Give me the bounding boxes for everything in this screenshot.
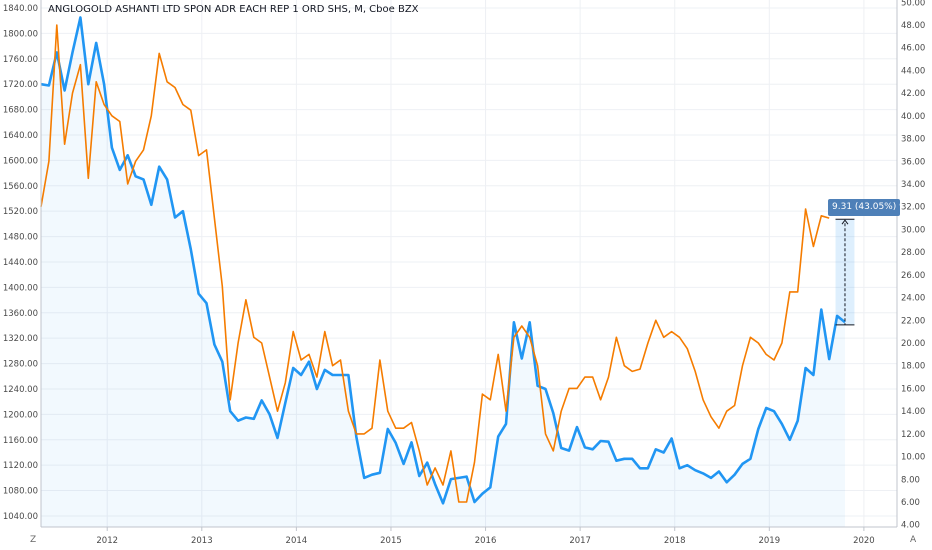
right-axis-tick-label: 8.00	[901, 475, 920, 485]
measure-arrow-icon	[841, 219, 849, 225]
left-axis-tick-label: 1360.00	[3, 309, 38, 319]
x-axis-tick-label: 2018	[664, 536, 686, 546]
right-axis-tick-label: 10.00	[901, 453, 925, 463]
right-axis-tick-label: 32.00	[901, 203, 925, 213]
right-axis-tick-label: 20.00	[901, 339, 925, 349]
right-axis-tick-label: 18.00	[901, 362, 925, 372]
left-axis-tick-label: 1240.00	[3, 385, 38, 395]
x-axis-tick-label: 2013	[191, 536, 213, 546]
measure-range-box	[835, 219, 855, 325]
right-axis-tick-label: 24.00	[901, 294, 925, 304]
x-axis-tick-label: 2012	[96, 536, 118, 546]
right-axis-tick-label: 42.00	[901, 89, 925, 99]
left-axis-tick-label: 1480.00	[3, 233, 38, 243]
right-axis-tick-label: 26.00	[901, 271, 925, 281]
x-axis-tick-label: 2020	[853, 536, 875, 546]
left-axis-tick-label: 1800.00	[3, 29, 38, 39]
right-axis-tick-label: 44.00	[901, 66, 925, 76]
x-axis-tick-label: 2017	[569, 536, 591, 546]
left-axis-tick-label: 1160.00	[3, 436, 38, 446]
series-line-right-axis[interactable]	[40, 24, 830, 503]
right-axis-tick-label: 50.00	[901, 0, 925, 8]
left-axis-tick-label: 1680.00	[3, 106, 38, 116]
left-axis-tick-label: 1840.00	[3, 4, 38, 14]
left-axis-tick-label: 1120.00	[3, 461, 38, 471]
right-axis-tick-label: 12.00	[901, 430, 925, 440]
left-axis-tick-label: 1640.00	[3, 131, 38, 141]
left-axis-tick-label: 1440.00	[3, 258, 38, 268]
right-axis-tick-label: 28.00	[901, 248, 925, 258]
chart-title: ANGLOGOLD ASHANTI LTD SPON ADR EACH REP …	[48, 4, 419, 15]
left-axis-tick-label: 1080.00	[3, 487, 38, 497]
left-axis-tick-label: 1560.00	[3, 182, 38, 192]
left-axis-tick-label: 1400.00	[3, 283, 38, 293]
right-axis-tick-label: 40.00	[901, 112, 925, 122]
right-axis-tick-label: 4.00	[901, 521, 920, 531]
left-axis-tick-label: 1760.00	[3, 55, 38, 65]
series-area-fill	[41, 17, 845, 527]
left-axis-tick-label: 1520.00	[3, 207, 38, 217]
x-axis-tick-label: 2014	[286, 536, 308, 546]
x-axis-tick-label: 2015	[380, 536, 402, 546]
auto-scale-button[interactable]: A	[910, 535, 917, 545]
right-axis-tick-label: 16.00	[901, 384, 925, 394]
x-axis-tick-label: 2019	[758, 536, 780, 546]
x-axis-tick-label: 2016	[475, 536, 497, 546]
right-axis-tick-label: 48.00	[901, 21, 925, 31]
measure-label: 9.31 (43.05%) 9	[828, 199, 900, 216]
right-axis-tick-label: 22.00	[901, 316, 925, 326]
left-axis-tick-label: 1320.00	[3, 334, 38, 344]
right-axis-tick-label: 6.00	[901, 498, 920, 508]
right-axis-tick-label: 46.00	[901, 44, 925, 54]
right-axis-tick-label: 34.00	[901, 180, 925, 190]
right-axis-tick-label: 14.00	[901, 407, 925, 417]
timezone-button[interactable]: Z	[30, 535, 37, 545]
left-axis-tick-label: 1720.00	[3, 80, 38, 90]
right-axis-tick-label: 38.00	[901, 135, 925, 145]
right-axis-tick-label: 36.00	[901, 157, 925, 167]
left-axis-tick-label: 1280.00	[3, 360, 38, 370]
right-axis-tick-label: 30.00	[901, 225, 925, 235]
left-axis-tick-label: 1040.00	[3, 512, 38, 522]
left-axis-tick-label: 1200.00	[3, 410, 38, 420]
left-axis-tick-label: 1600.00	[3, 156, 38, 166]
series-line-left-axis[interactable]	[40, 16, 846, 505]
